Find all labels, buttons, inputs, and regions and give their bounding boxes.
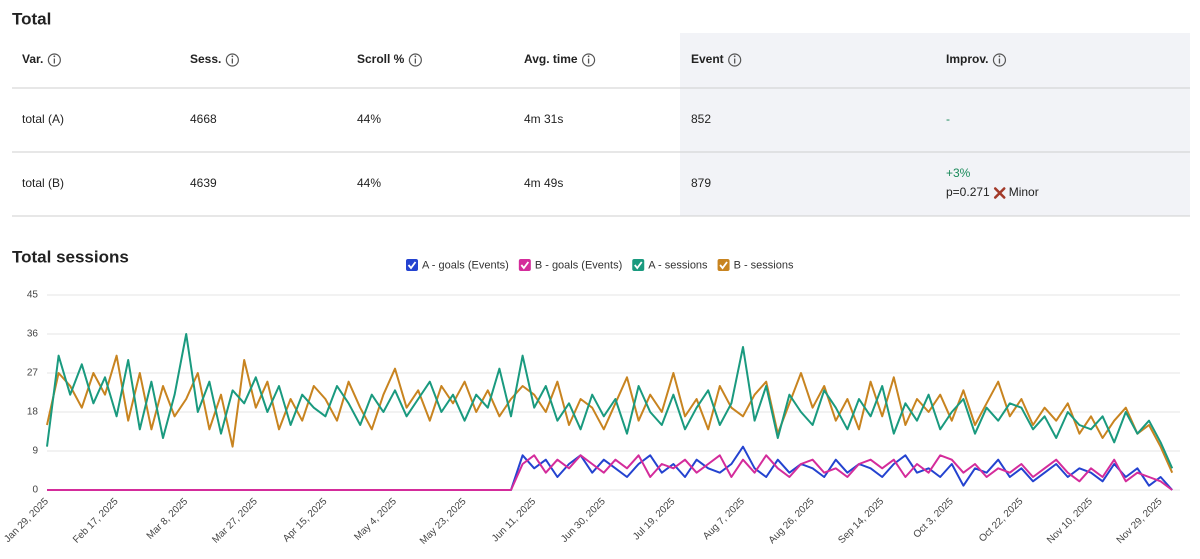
legend-check bbox=[719, 261, 728, 270]
chart-title: Total sessions bbox=[12, 247, 129, 266]
info-icon bbox=[225, 53, 239, 67]
cell: 44% bbox=[357, 112, 381, 126]
y-tick-label: 27 bbox=[27, 368, 39, 379]
info-icon-dot bbox=[414, 55, 417, 58]
column-header: Improv. bbox=[946, 52, 988, 66]
x-tick-label: Jan 29, 2025 bbox=[2, 496, 51, 545]
cell: 879 bbox=[691, 176, 711, 190]
improvement: - bbox=[946, 112, 950, 126]
x-tick-label: Jul 19, 2025 bbox=[631, 496, 678, 543]
cell: total (B) bbox=[22, 176, 64, 190]
info-icon bbox=[581, 53, 596, 67]
x-tick-label: May 4, 2025 bbox=[352, 496, 399, 543]
column-header: Avg. time bbox=[524, 52, 578, 66]
legend-checkbox bbox=[406, 259, 418, 271]
cell: 4m 49s bbox=[524, 176, 563, 190]
series-line bbox=[47, 445, 1173, 491]
legend-label: B - goals (Events) bbox=[535, 259, 622, 271]
column-header: Var. bbox=[22, 52, 43, 66]
x-tick-label: Nov 29, 2025 bbox=[1115, 496, 1165, 546]
x-tick-label: Jun 30, 2025 bbox=[559, 496, 608, 545]
legend-check bbox=[520, 261, 530, 270]
y-tick-label: 9 bbox=[32, 446, 38, 457]
series-line bbox=[46, 333, 1174, 469]
x-tick-label: Mar 8, 2025 bbox=[145, 496, 191, 542]
cell: total (A) bbox=[22, 112, 64, 126]
info-icon bbox=[992, 53, 1007, 67]
cell: 4639 bbox=[190, 176, 217, 190]
x-tick-label: Jun 11, 2025 bbox=[490, 496, 538, 544]
legend: A - goals (Events) B - goals (Events) A - … bbox=[406, 259, 794, 271]
highlight-column bbox=[680, 33, 1190, 216]
y-tick-label: 45 bbox=[27, 290, 39, 301]
cell: 44% bbox=[357, 176, 381, 190]
info-icon-dot bbox=[998, 55, 1001, 58]
info-icon bbox=[728, 53, 742, 67]
legend-label: A - sessions bbox=[648, 259, 708, 271]
legend-label: A - goals (Events) bbox=[422, 259, 509, 271]
legend-label: B - sessions bbox=[734, 259, 794, 271]
series-line bbox=[47, 454, 1173, 491]
column-header: Sess. bbox=[190, 52, 221, 66]
legend-checkbox bbox=[717, 259, 730, 271]
x-tick-label: Aug 7, 2025 bbox=[701, 496, 747, 542]
info-icon-dot bbox=[53, 55, 56, 58]
info-icon-dot bbox=[231, 55, 234, 58]
info-icon-dot bbox=[587, 55, 590, 58]
x-tick-label: May 23, 2025 bbox=[418, 496, 469, 547]
legend-check bbox=[634, 261, 643, 270]
x-tick-label: Sep 14, 2025 bbox=[836, 496, 886, 546]
p-value: p=0.271 bbox=[946, 185, 990, 199]
y-tick-label: 36 bbox=[27, 329, 39, 340]
cell: 4m 31s bbox=[524, 112, 563, 126]
table-title: Total bbox=[12, 9, 51, 28]
verdict: Minor bbox=[1009, 185, 1039, 199]
x-tick-label: Apr 15, 2025 bbox=[281, 496, 330, 545]
legend-checkbox bbox=[632, 259, 645, 271]
info-icon bbox=[47, 53, 61, 67]
x-tick-label: Nov 10, 2025 bbox=[1045, 496, 1095, 546]
x-tick-label: Feb 17, 2025 bbox=[71, 496, 121, 546]
cell: 4668 bbox=[190, 112, 217, 126]
x-tick-label: Oct 22, 2025 bbox=[977, 496, 1026, 545]
x-tick-label: Aug 26, 2025 bbox=[767, 496, 817, 546]
column-header: Scroll % bbox=[357, 52, 405, 66]
x-tick-label: Mar 27, 2025 bbox=[210, 496, 260, 546]
minor-icon bbox=[993, 187, 1006, 199]
y-tick-label: 0 bbox=[32, 485, 38, 496]
x-tick-label: Oct 3, 2025 bbox=[911, 496, 956, 541]
info-icon-dot bbox=[733, 55, 736, 58]
legend-checkbox bbox=[518, 259, 531, 271]
improvement: +3% bbox=[946, 166, 971, 180]
series-line bbox=[46, 354, 1174, 474]
info-icon bbox=[408, 53, 422, 67]
column-header: Event bbox=[691, 52, 724, 66]
cell: 852 bbox=[691, 112, 711, 126]
legend-check bbox=[407, 261, 417, 270]
y-tick-label: 18 bbox=[27, 407, 39, 418]
